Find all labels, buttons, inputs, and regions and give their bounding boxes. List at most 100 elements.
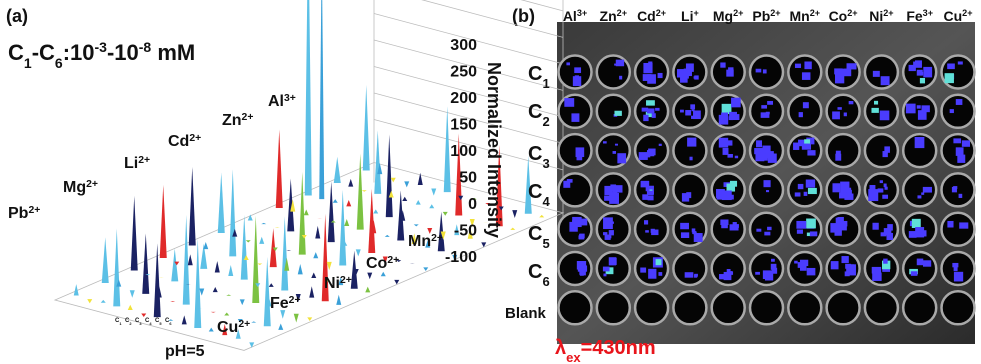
- fluorescence: [844, 193, 854, 200]
- ion-label: C5: [528, 223, 550, 251]
- text-part: 1: [24, 55, 32, 71]
- text-part: -C: [32, 40, 55, 65]
- fluorescence: [576, 260, 587, 270]
- text-part: Mn: [408, 233, 431, 250]
- spike: [235, 329, 241, 339]
- fluorescence: [877, 188, 884, 193]
- spike: [382, 256, 388, 264]
- fluorescence: [765, 151, 774, 159]
- spike: [113, 228, 121, 307]
- ion-label: C6: [165, 318, 172, 326]
- spike: [249, 342, 255, 348]
- fluorescence: [642, 74, 652, 81]
- text-part: Mg: [63, 179, 86, 196]
- text-part: 5: [159, 321, 162, 326]
- spike: [344, 218, 350, 227]
- fluorescence: [721, 223, 728, 229]
- spike: [272, 247, 278, 252]
- fluorescence: [578, 234, 585, 240]
- spike: [309, 286, 315, 298]
- fluorescence: [834, 73, 845, 84]
- ion-label: Ni2+: [324, 275, 352, 293]
- ion-label: Zn2+: [222, 112, 253, 130]
- text-part: Al: [563, 8, 577, 24]
- fluorescence: [564, 98, 575, 107]
- spike: [413, 224, 419, 227]
- fluorescence: [682, 70, 689, 79]
- fluorescence: [767, 226, 772, 231]
- text-part: Cu: [217, 319, 238, 336]
- text-part: 2+: [770, 8, 780, 18]
- fluorescence: [886, 232, 893, 241]
- fluorescence: [921, 192, 925, 195]
- fluorescence: [645, 111, 652, 118]
- fluorescence: [563, 180, 571, 188]
- fluorescence: [612, 151, 617, 154]
- ion-label: C6: [528, 261, 550, 289]
- ion-label: C5: [155, 318, 162, 326]
- fluorescence: [647, 195, 654, 201]
- text-part: λ: [555, 337, 566, 359]
- fluorescence: [883, 183, 887, 188]
- fluorescence: [835, 217, 843, 224]
- spike: [280, 310, 286, 319]
- fluorescence: [796, 229, 803, 234]
- fluorescence: [846, 264, 856, 276]
- fluorescence: [640, 180, 650, 188]
- spike: [229, 169, 237, 257]
- spike: [361, 190, 367, 192]
- fluorescence: [643, 114, 649, 122]
- spike: [142, 233, 150, 294]
- well: [940, 250, 976, 287]
- text-part: C: [8, 40, 24, 65]
- fluorescence: [685, 110, 692, 116]
- well: [940, 93, 976, 130]
- text-part: 2+: [28, 205, 40, 216]
- spike: [388, 190, 394, 198]
- fluorescence: [642, 194, 649, 200]
- spike: [471, 197, 477, 200]
- fluorescence: [694, 273, 698, 277]
- fluorescence: [883, 258, 888, 264]
- fluorescence: [839, 192, 847, 199]
- well: [825, 93, 861, 130]
- panel-label: (a): [6, 6, 28, 26]
- fluorescence: [610, 184, 617, 191]
- fluorescence: [883, 228, 892, 236]
- fluorescence: [958, 193, 963, 198]
- fluorescence: [761, 105, 768, 109]
- fluorescence: [794, 260, 798, 264]
- spike: [199, 288, 205, 296]
- fluorescence: [756, 140, 763, 148]
- axis-tick-label: 0: [468, 196, 477, 213]
- fluorescence: [797, 262, 804, 268]
- text-part: -3: [95, 39, 108, 55]
- fluorescence: [882, 260, 891, 270]
- fluorescence: [608, 257, 617, 266]
- spike: [153, 243, 161, 318]
- fluorescence: [602, 141, 607, 144]
- fluorescence: [801, 72, 811, 80]
- fluorescence: [806, 267, 816, 276]
- fluorescence: [957, 61, 963, 65]
- fluorescence: [882, 151, 888, 158]
- ion-label: C3: [135, 318, 142, 326]
- text-part: Zn: [222, 112, 242, 129]
- fluorescence: [718, 137, 729, 148]
- well: [710, 211, 746, 247]
- spike: [469, 219, 475, 227]
- ion-label: C4: [528, 181, 550, 209]
- spike: [224, 312, 230, 316]
- fluorescence: [771, 267, 778, 274]
- spike: [333, 156, 341, 184]
- ion-label: Pb2+: [752, 8, 780, 24]
- fluorescence: [872, 222, 879, 230]
- fluorescence: [723, 271, 732, 281]
- text-part: 5: [542, 236, 549, 251]
- fluorescence: [646, 100, 655, 106]
- fluorescence: [638, 152, 648, 160]
- fluorescence: [880, 232, 887, 237]
- spike: [145, 274, 151, 276]
- spike: [397, 190, 405, 241]
